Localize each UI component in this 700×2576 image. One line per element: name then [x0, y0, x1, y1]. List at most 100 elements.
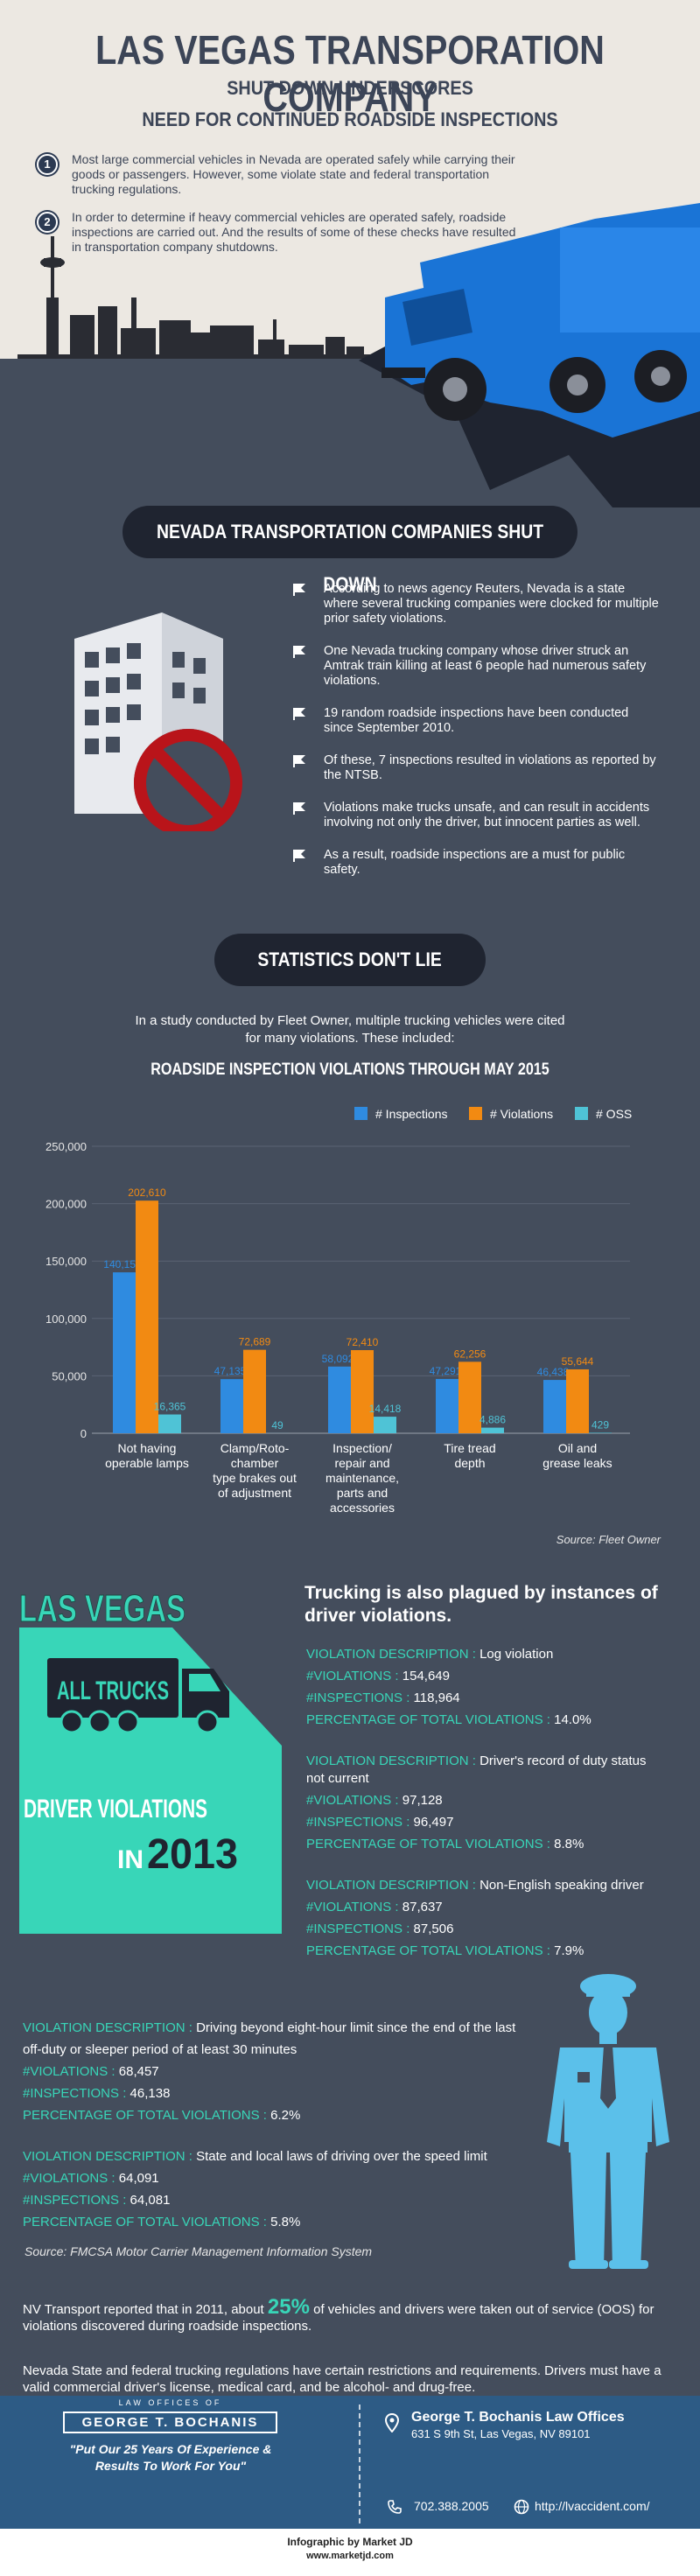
page-subtitle-1: SHUT DOWN UNDERSCORES	[227, 77, 473, 99]
pct-value: 5.8%	[270, 2215, 301, 2230]
oos-statement: NV Transport reported that in 2011, abou…	[23, 2295, 654, 2334]
violations-value: 154,649	[402, 1669, 450, 1684]
violations-label: #VIOLATIONS :	[306, 1793, 402, 1808]
data-label: 202,610	[128, 1186, 166, 1199]
oos-percentage: 25%	[267, 2295, 310, 2319]
office-name: George T. Bochanis Law Offices	[411, 2410, 625, 2425]
las-vegas-badge: LAS VEGAS ALL TRUCKS DRIVER VIOLATIONS I…	[19, 1587, 282, 1934]
footer	[0, 2396, 700, 2529]
y-tick-label: 250,000	[46, 1140, 87, 1153]
inspections-label: #INSPECTIONS :	[23, 2086, 130, 2101]
pct-value: 8.8%	[554, 1837, 584, 1852]
pct-label: PERCENTAGE OF TOTAL VIOLATIONS :	[23, 2108, 271, 2123]
legend-swatch	[354, 1107, 368, 1120]
bar	[328, 1366, 351, 1433]
legend-swatch	[469, 1107, 482, 1120]
data-label: 46,438	[537, 1366, 570, 1378]
law-firm-logo: GEORGE T. BOCHANIS	[63, 2412, 277, 2433]
violations-label: #VIOLATIONS :	[306, 1900, 402, 1914]
bar	[220, 1379, 243, 1433]
violation-desc-label: VIOLATION DESCRIPTION :	[306, 1878, 480, 1893]
pct-label: PERCENTAGE OF TOTAL VIOLATIONS :	[306, 1837, 555, 1852]
flag-icon	[293, 646, 305, 658]
bar	[243, 1349, 266, 1433]
bar	[458, 1362, 481, 1433]
truck-icon	[47, 1658, 229, 1734]
page-subtitle-2: NEED FOR CONTINUED ROADSIDE INSPECTIONS	[142, 108, 558, 130]
credit-url[interactable]: www.marketjd.com	[306, 2551, 394, 2561]
legend-label: # Violations	[490, 1107, 553, 1121]
pct-label: PERCENTAGE OF TOTAL VIOLATIONS :	[306, 1943, 555, 1958]
number-badge: 1	[37, 154, 58, 175]
pct-value: 6.2%	[270, 2108, 301, 2123]
flag-icon	[293, 755, 305, 767]
pct-value: 7.9%	[554, 1943, 584, 1958]
intro-point-2: 2 In order to determine if heavy commerc…	[37, 210, 527, 255]
shutdown-bullet-list: According to news agency Reuters, Nevada…	[293, 582, 661, 895]
skyline-illustration	[0, 203, 700, 508]
bar	[136, 1200, 158, 1433]
bar	[374, 1417, 396, 1433]
inspections-value: 96,497	[413, 1815, 454, 1830]
x-tick-label: Clamp/Roto-	[220, 1441, 290, 1455]
list-item: As a result, roadside inspections are a …	[293, 848, 661, 878]
regulations-statement: Nevada State and federal trucking regula…	[23, 2363, 662, 2395]
chart-title: ROADSIDE INSPECTION VIOLATIONS THROUGH M…	[150, 1060, 550, 1079]
violation-desc: Non-English speaking driver	[480, 1878, 644, 1893]
x-tick-label: type brakes out	[213, 1471, 297, 1485]
statistics-intro: In a study conducted by Fleet Owner, mul…	[135, 1013, 565, 1046]
violations-value: 87,637	[402, 1900, 443, 1914]
page-title: LAS VEGAS TRANSPORATION COMPANY	[95, 27, 605, 120]
violations-label: #VIOLATIONS :	[23, 2171, 119, 2186]
footer-divider	[359, 2404, 360, 2524]
bar	[589, 1432, 612, 1433]
inspections-label: #INSPECTIONS :	[306, 1922, 414, 1936]
credit-bar: Infographic by Market JD www.marketjd.co…	[0, 2529, 700, 2576]
y-tick-label: 0	[80, 1427, 87, 1440]
data-label: 14,418	[369, 1403, 402, 1415]
violation-record: VIOLATION DESCRIPTION : Non-English spea…	[306, 1874, 665, 1962]
badge-in: IN	[117, 1845, 144, 1874]
bar	[481, 1427, 504, 1433]
x-tick-label: Not having	[118, 1441, 177, 1455]
violation-record: VIOLATION DESCRIPTION : Driving beyond e…	[23, 2017, 530, 2126]
chart-source: Source: Fleet Owner	[556, 1533, 661, 1546]
x-tick-label: grease leaks	[542, 1456, 612, 1470]
truck-illustration	[382, 203, 700, 438]
violation-record: VIOLATION DESCRIPTION : State and local …	[23, 2146, 530, 2233]
x-tick-label: accessories	[330, 1501, 395, 1515]
inspections-label: #INSPECTIONS :	[23, 2193, 130, 2208]
list-item: According to news agency Reuters, Nevada…	[293, 582, 661, 626]
number-badge: 2	[37, 212, 58, 233]
phone-number[interactable]: 702.388.2005	[414, 2499, 489, 2513]
violations-value: 97,128	[402, 1793, 443, 1808]
data-label: 47,291	[430, 1365, 462, 1377]
violations-value: 64,091	[118, 2171, 159, 2186]
data-label: 62,256	[454, 1348, 486, 1360]
legend-label: # Inspections	[375, 1107, 448, 1121]
violations-value: 68,457	[118, 2064, 159, 2079]
data-label: 47,135	[214, 1365, 247, 1377]
y-tick-label: 50,000	[52, 1369, 87, 1382]
inspections-value: 118,964	[413, 1690, 460, 1705]
x-tick-label: operable lamps	[105, 1456, 189, 1470]
data-label: 55,644	[562, 1355, 594, 1368]
police-officer-illustration	[547, 1974, 669, 2269]
data-label: 16,365	[154, 1401, 186, 1413]
violation-desc-label: VIOLATION DESCRIPTION :	[23, 2020, 197, 2035]
website-link[interactable]: http://lvaccident.com/	[535, 2499, 650, 2513]
inspections-label: #INSPECTIONS :	[306, 1815, 414, 1830]
section-title-shutdown: NEVADA TRANSPORTATION COMPANIES SHUT DOW…	[122, 506, 578, 595]
badge-driver-violations: DRIVER VIOLATIONS	[24, 1795, 207, 1824]
globe-icon	[514, 2499, 529, 2515]
x-tick-label: depth	[454, 1456, 485, 1470]
list-item: Violations make trucks unsafe, and can r…	[293, 801, 661, 830]
section-title-statistics: STATISTICS DON'T LIE	[214, 934, 486, 986]
x-tick-label: Tire tread	[444, 1441, 495, 1455]
violations-label: #VIOLATIONS :	[23, 2064, 119, 2079]
data-label: 72,410	[346, 1336, 379, 1348]
bar	[113, 1272, 136, 1433]
bar	[158, 1414, 181, 1433]
driver-violations-heading: Trucking is also plagued by instances of…	[304, 1583, 658, 1626]
building-no-entry-icon	[74, 612, 242, 831]
